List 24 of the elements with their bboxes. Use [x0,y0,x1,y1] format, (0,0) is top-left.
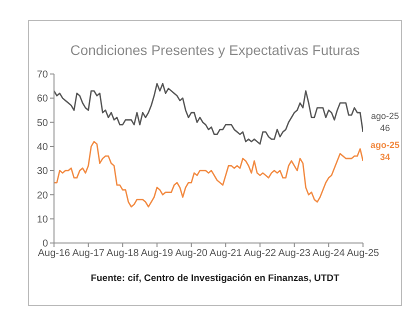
chart-title: Condiciones Presentes y Expectativas Futuras [69,42,361,58]
annotation: ago-25 46 [370,110,400,134]
x-tick-label: Aug-19 [140,248,174,260]
x-tick-label: Aug-16 [38,248,71,260]
x-tick-label: Aug-21 [210,248,242,260]
y-tick-label: 30 [36,166,48,178]
x-tick-label: Aug-22 [244,248,277,260]
y-tick-label: 70 [36,70,48,81]
annotation: ago-25 34 [369,138,400,163]
x-tick-label: Aug-18 [106,248,140,260]
y-tick-label: 40 [36,142,48,153]
y-tick-label: 50 [36,118,48,129]
line-series [54,82,363,145]
y-tick-label: 20 [36,190,48,202]
y-tick-label: 60 [36,94,48,105]
source-note: Fuente: cif, Centro de Investigación en Finanzas, UTDT [90,273,340,284]
x-tick-label: Aug-23 [278,248,311,260]
x-tick-label: Aug-17 [72,248,105,260]
x-tick-label: Aug-24 [312,248,346,260]
x-tick-label: Aug-25 [346,248,380,260]
y-tick-label: 10 [36,214,48,226]
x-tick-label: Aug-20 [175,248,208,260]
line-series [54,140,363,208]
y-tick-label: 0 [42,238,48,250]
